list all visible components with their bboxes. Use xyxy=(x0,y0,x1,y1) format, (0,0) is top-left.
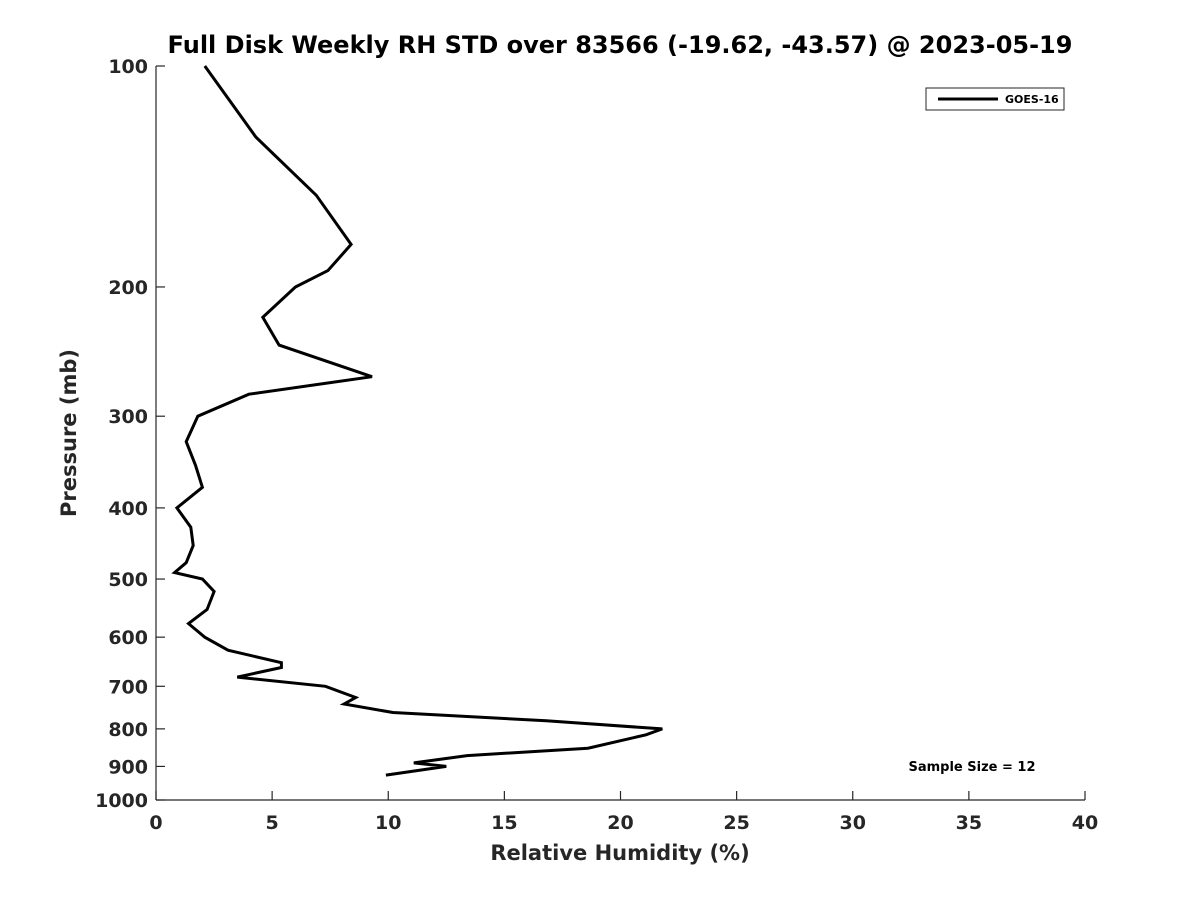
y-tick-label: 500 xyxy=(108,569,148,591)
y-tick-label: 700 xyxy=(108,676,148,698)
x-tick-label: 40 xyxy=(1072,812,1098,834)
legend: GOES-16 xyxy=(925,87,1065,111)
y-tick-label: 200 xyxy=(108,277,148,299)
x-tick-label: 35 xyxy=(956,812,982,834)
x-tick-label: 25 xyxy=(723,812,749,834)
series-line-goes-16 xyxy=(171,65,663,777)
chart-title: Full Disk Weekly RH STD over 83566 (-19.… xyxy=(168,31,1073,59)
x-tick-label: 15 xyxy=(491,812,517,834)
y-tick-label: 900 xyxy=(108,756,148,778)
x-tick-label: 30 xyxy=(840,812,866,834)
y-tick-label: 800 xyxy=(108,719,148,741)
x-tick-label: 20 xyxy=(607,812,633,834)
x-tick-label: 5 xyxy=(266,812,279,834)
x-tick-label: 10 xyxy=(375,812,401,834)
x-ticks: 0 5 10 15 20 25 30 35 40 xyxy=(149,791,1098,834)
sample-size-annotation: Sample Size = 12 xyxy=(908,760,1035,775)
y-tick-label: 400 xyxy=(108,498,148,520)
y-ticks: 100 200 300 400 500 600 700 800 900 1000 xyxy=(95,56,165,812)
series-layer xyxy=(171,65,663,777)
y-tick-label: 100 xyxy=(108,56,148,78)
y-tick-label: 300 xyxy=(108,406,148,428)
y-axis-label: Pressure (mb) xyxy=(57,349,81,517)
legend-label-goes-16: GOES-16 xyxy=(1005,93,1059,106)
y-tick-label: 1000 xyxy=(95,790,148,812)
x-axis-label: Relative Humidity (%) xyxy=(490,841,749,865)
y-tick-label: 600 xyxy=(108,627,148,649)
x-tick-label: 0 xyxy=(149,812,162,834)
